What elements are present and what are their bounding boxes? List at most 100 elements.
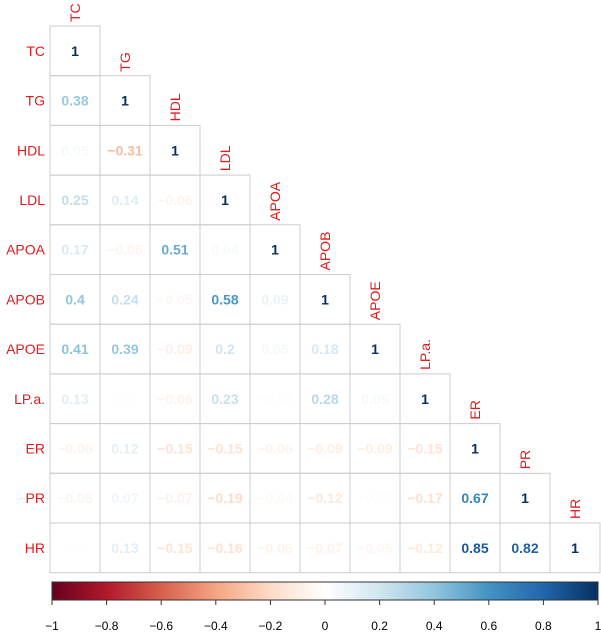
colorbar: −1 −0.8 −0.6 −0.4 −0.2 0 0.2 0.4 0.6 0.8 1: [45, 581, 601, 633]
value-HR-HR: 1: [571, 540, 579, 556]
value-HR-HDL: −0.15: [157, 540, 193, 556]
value-PR-HDL: −0.07: [157, 490, 193, 506]
value-APOB-HDL: −0.05: [157, 291, 193, 307]
value-ER-LDL: −0.15: [207, 440, 243, 456]
row-label-HDL: HDL: [17, 142, 45, 158]
value-APOB-APOA: 0.09: [261, 291, 288, 307]
column-label-TC: TC: [67, 3, 83, 22]
column-label-APOA: APOA: [267, 181, 283, 221]
column-label-LP.a.: LP.a.: [417, 339, 433, 370]
value-LP.a.-APOA: −0.02: [257, 391, 293, 407]
value-PR-PR: 1: [521, 490, 529, 506]
cell-HR-HR: [549, 522, 601, 574]
value-ER-HDL: −0.15: [157, 440, 193, 456]
value-HR-APOA: −0.06: [257, 540, 293, 556]
value-APOB-TG: 0.24: [111, 291, 138, 307]
colorbar-tick-label: −0.2: [259, 619, 283, 633]
row-label-PR: PR: [26, 490, 45, 506]
value-HR-LP.a.: −0.12: [407, 540, 443, 556]
colorbar-tick-label: −1: [45, 619, 59, 633]
value-PR-APOE: −0.02: [357, 490, 393, 506]
value-ER-APOA: −0.06: [257, 440, 293, 456]
colorbar-tick-label: 0.2: [371, 619, 388, 633]
colorbar-tick-label: 0.8: [535, 619, 552, 633]
row-label-ER: ER: [26, 440, 45, 456]
value-PR-TG: 0.07: [111, 490, 138, 506]
value-LDL-LDL: 1: [221, 192, 229, 208]
value-HR-APOE: −0.05: [357, 540, 393, 556]
value-LP.a.-HDL: −0.06: [157, 391, 193, 407]
row-label-HR: HR: [25, 540, 45, 556]
column-label-PR: PR: [517, 450, 533, 469]
row-label-APOA: APOA: [6, 242, 46, 258]
value-PR-APOB: −0.12: [307, 490, 343, 506]
colorbar-tick-label: 0: [322, 619, 329, 633]
value-PR-TC: −0.06: [57, 490, 93, 506]
value-HR-LDL: −0.16: [207, 540, 243, 556]
value-APOA-TG: −0.06: [107, 242, 143, 258]
value-HR-TC: 0.01: [61, 540, 88, 556]
value-APOE-APOE: 1: [371, 341, 379, 357]
value-HR-ER: 0.85: [461, 540, 488, 556]
value-LDL-TC: 0.25: [61, 192, 88, 208]
value-PR-LP.a.: −0.17: [407, 490, 443, 506]
column-label-HR: HR: [567, 499, 583, 519]
colorbar-tick-label: 0.4: [426, 619, 443, 633]
value-TG-TG: 1: [121, 93, 129, 109]
value-ER-LP.a.: −0.15: [407, 440, 443, 456]
value-HDL-TG: −0.31: [107, 142, 143, 158]
value-LP.a.-TC: 0.13: [61, 391, 88, 407]
value-PR-LDL: −0.19: [207, 490, 243, 506]
value-ER-TC: −0.06: [57, 440, 93, 456]
colorbar-gradient: [51, 581, 599, 601]
row-label-LP.a.: LP.a.: [14, 391, 45, 407]
value-PR-ER: 0.67: [461, 490, 488, 506]
column-label-APOE: APOE: [367, 281, 383, 320]
colorbar-tick-label: −0.4: [204, 619, 228, 633]
value-TG-TC: 0.38: [61, 93, 88, 109]
value-APOB-LDL: 0.58: [211, 291, 238, 307]
value-APOA-APOA: 1: [271, 242, 279, 258]
column-label-ER: ER: [467, 400, 483, 419]
value-APOB-APOB: 1: [321, 291, 329, 307]
value-ER-APOB: −0.09: [307, 440, 343, 456]
colorbar-tick-label: −0.8: [95, 619, 119, 633]
column-label-TG: TG: [117, 52, 133, 71]
colorbar-tick-label: 0.6: [480, 619, 497, 633]
value-LP.a.-TG: 0.01: [111, 391, 138, 407]
value-PR-APOA: −0.04: [257, 490, 293, 506]
column-label-HDL: HDL: [167, 93, 183, 121]
value-APOA-HDL: 0.51: [161, 242, 188, 258]
value-APOE-APOB: 0.18: [311, 341, 338, 357]
value-LDL-HDL: −0.06: [157, 192, 193, 208]
value-LP.a.-LP.a.: 1: [421, 391, 429, 407]
row-label-APOB: APOB: [6, 291, 45, 307]
row-labels: TC TG HDL LDL APOA APOB APOE LP.a. ER PR HR: [6, 43, 46, 556]
value-APOA-LDL: 0.04: [211, 242, 238, 258]
value-HR-PR: 0.82: [511, 540, 538, 556]
value-APOE-APOA: 0.05: [261, 341, 288, 357]
colorbar-tick-label: −0.6: [149, 619, 173, 633]
value-APOE-TG: 0.39: [111, 341, 138, 357]
row-label-TC: TC: [26, 43, 45, 59]
correlation-values: 1 0.38 1 0.05 −0.31 1 0.25 0.14 −0.06 1 0.17 −0.06 0…: [57, 43, 579, 556]
value-HDL-TC: 0.05: [61, 142, 88, 158]
correlation-grid: [49, 25, 601, 574]
value-APOE-TC: 0.41: [61, 341, 88, 357]
value-LP.a.-APOB: 0.28: [311, 391, 338, 407]
value-APOA-TC: 0.17: [61, 242, 88, 258]
value-APOE-LDL: 0.2: [215, 341, 235, 357]
value-HR-APOB: −0.07: [307, 540, 343, 556]
value-ER-ER: 1: [471, 440, 479, 456]
row-label-APOE: APOE: [6, 341, 45, 357]
row-label-LDL: LDL: [19, 192, 45, 208]
colorbar-tick-label: 1: [595, 619, 601, 633]
value-LP.a.-LDL: 0.23: [211, 391, 238, 407]
column-label-LDL: LDL: [217, 145, 233, 171]
column-labels: TC TG HDL LDL APOA APOB APOE LP.a. ER PR HR: [67, 3, 583, 519]
value-HR-TG: 0.13: [111, 540, 138, 556]
value-ER-TG: 0.12: [111, 440, 138, 456]
value-APOE-HDL: −0.09: [157, 341, 193, 357]
value-APOB-TC: 0.4: [65, 291, 85, 307]
